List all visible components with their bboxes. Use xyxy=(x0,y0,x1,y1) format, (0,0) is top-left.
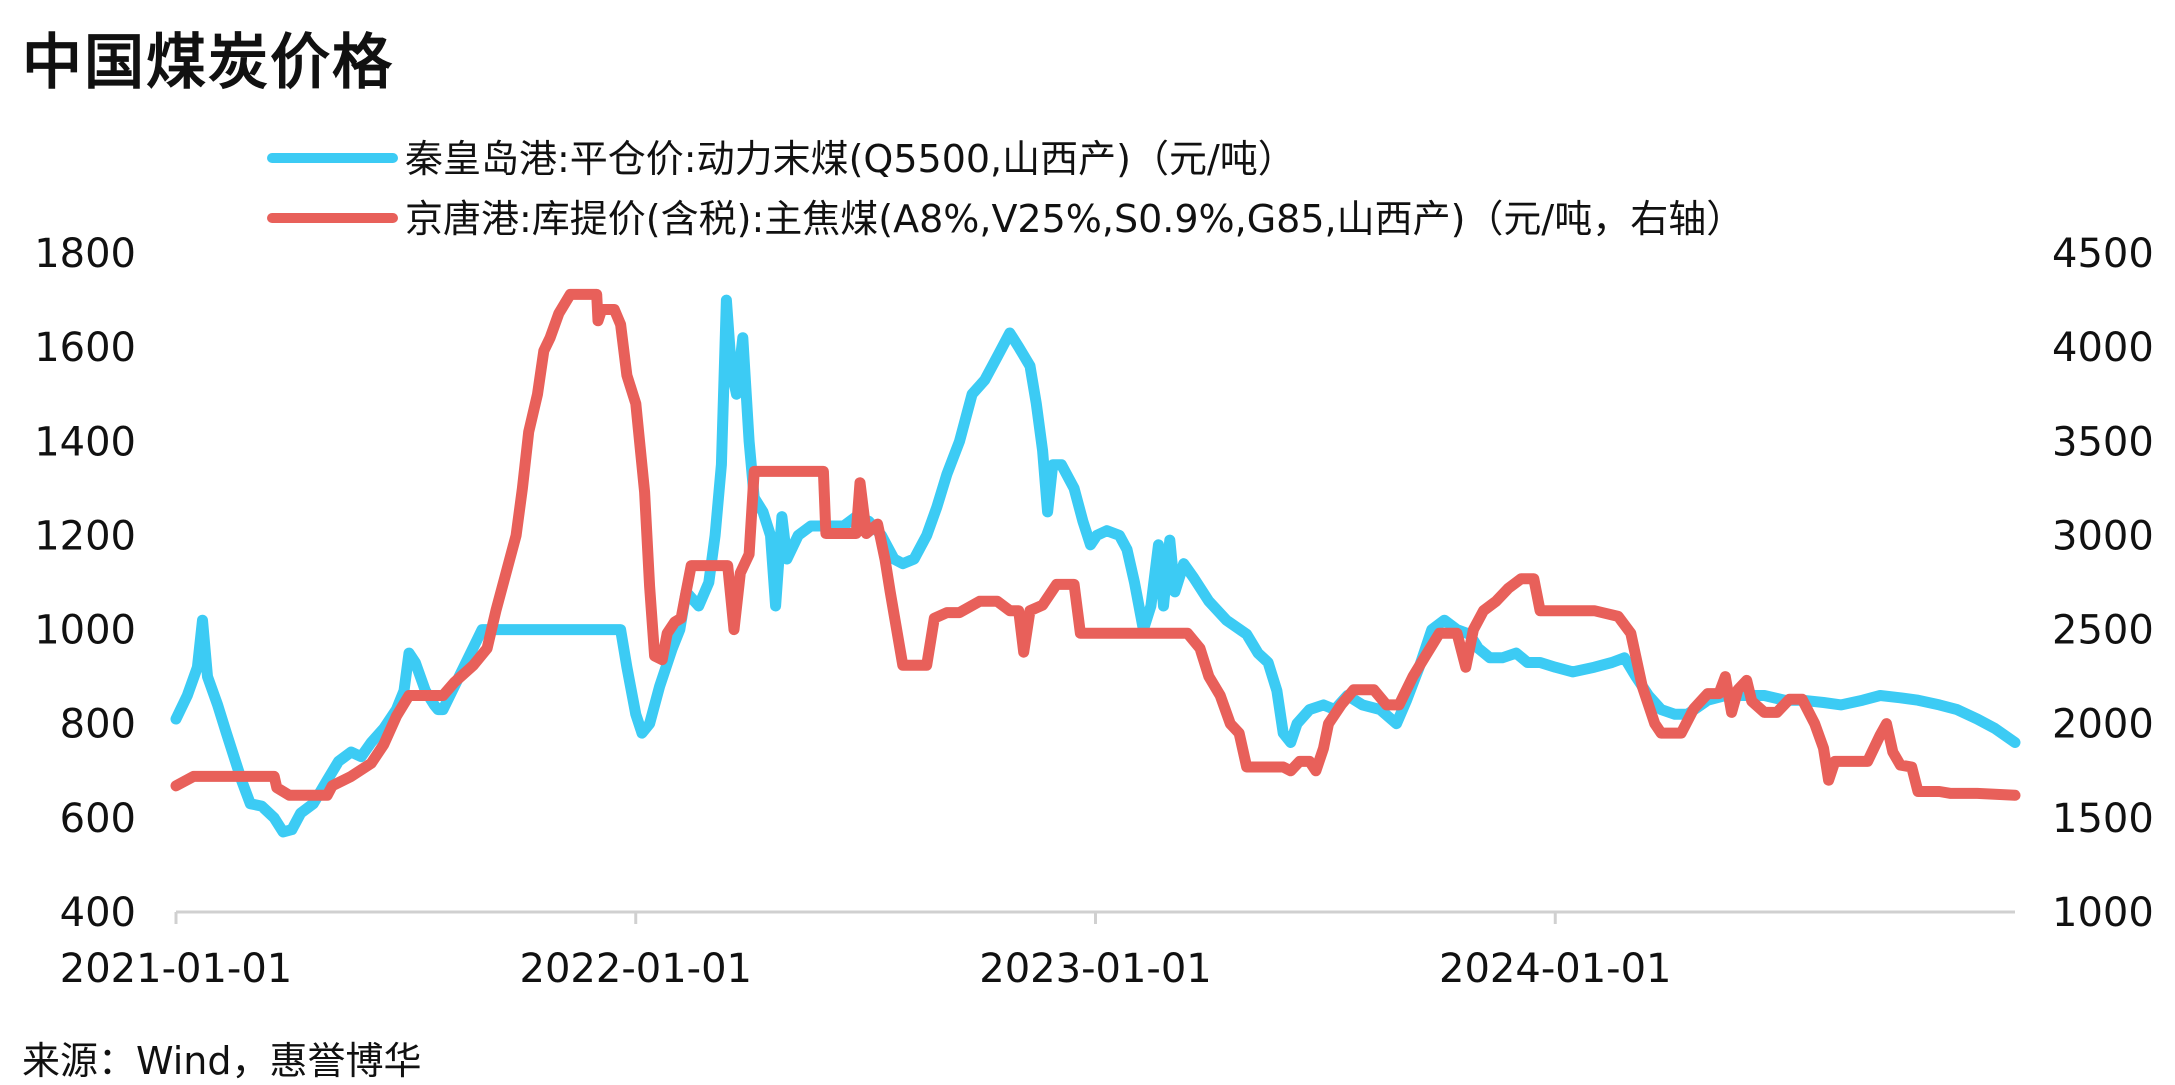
x-tick-label: 2024-01-01 xyxy=(1439,946,1671,992)
y-left-tick-label: 1200 xyxy=(34,513,136,559)
y-left-tick-label: 1400 xyxy=(34,419,136,465)
y-right-tick-label: 2000 xyxy=(2052,702,2154,748)
y-right-tick-label: 4000 xyxy=(2052,325,2154,371)
page-title: 中国煤炭价格 xyxy=(22,28,394,98)
x-tick-label: 2021-01-01 xyxy=(60,946,292,992)
series-line-2 xyxy=(170,288,2021,801)
x-tick-label: 2023-01-01 xyxy=(979,946,1211,992)
legend-label-series-2: 京唐港:库提价(含税):主焦煤(A8%,V25%,S0.9%,G85,山西产)（… xyxy=(405,197,1744,241)
y-right-tick-label: 3500 xyxy=(2052,419,2154,465)
x-tick-label: 2022-01-01 xyxy=(520,946,752,992)
y-right-tick-label: 1000 xyxy=(2052,890,2154,936)
y-right-tick-label: 3000 xyxy=(2052,513,2154,559)
y-left-tick-label: 1600 xyxy=(34,325,136,371)
y-left-tick-label: 1000 xyxy=(34,608,136,654)
series-line-1 xyxy=(170,294,2021,838)
y-right-tick-label: 2500 xyxy=(2052,608,2154,654)
y-right-tick-label: 1500 xyxy=(2052,796,2154,842)
legend-label-series-1: 秦皇岛港:平仓价:动力末煤(Q5500,山西产)（元/吨） xyxy=(405,137,1296,181)
plot-area xyxy=(170,288,2021,838)
y-right-tick-label: 4500 xyxy=(2052,231,2154,277)
y-left-tick-label: 600 xyxy=(60,796,136,842)
y-left-tick-label: 400 xyxy=(60,890,136,936)
source-note: 来源：Wind，惠誉博华 xyxy=(22,1039,422,1083)
y-left-tick-label: 1800 xyxy=(34,231,136,277)
axes: 2021-01-01 2022-01-01 2023-01-01 2024-01-01… xyxy=(34,231,2154,992)
y-left-tick-label: 800 xyxy=(60,702,136,748)
legend: 秦皇岛港:平仓价:动力末煤(Q5500,山西产)（元/吨） 京唐港:库提价(含税… xyxy=(267,137,1744,241)
